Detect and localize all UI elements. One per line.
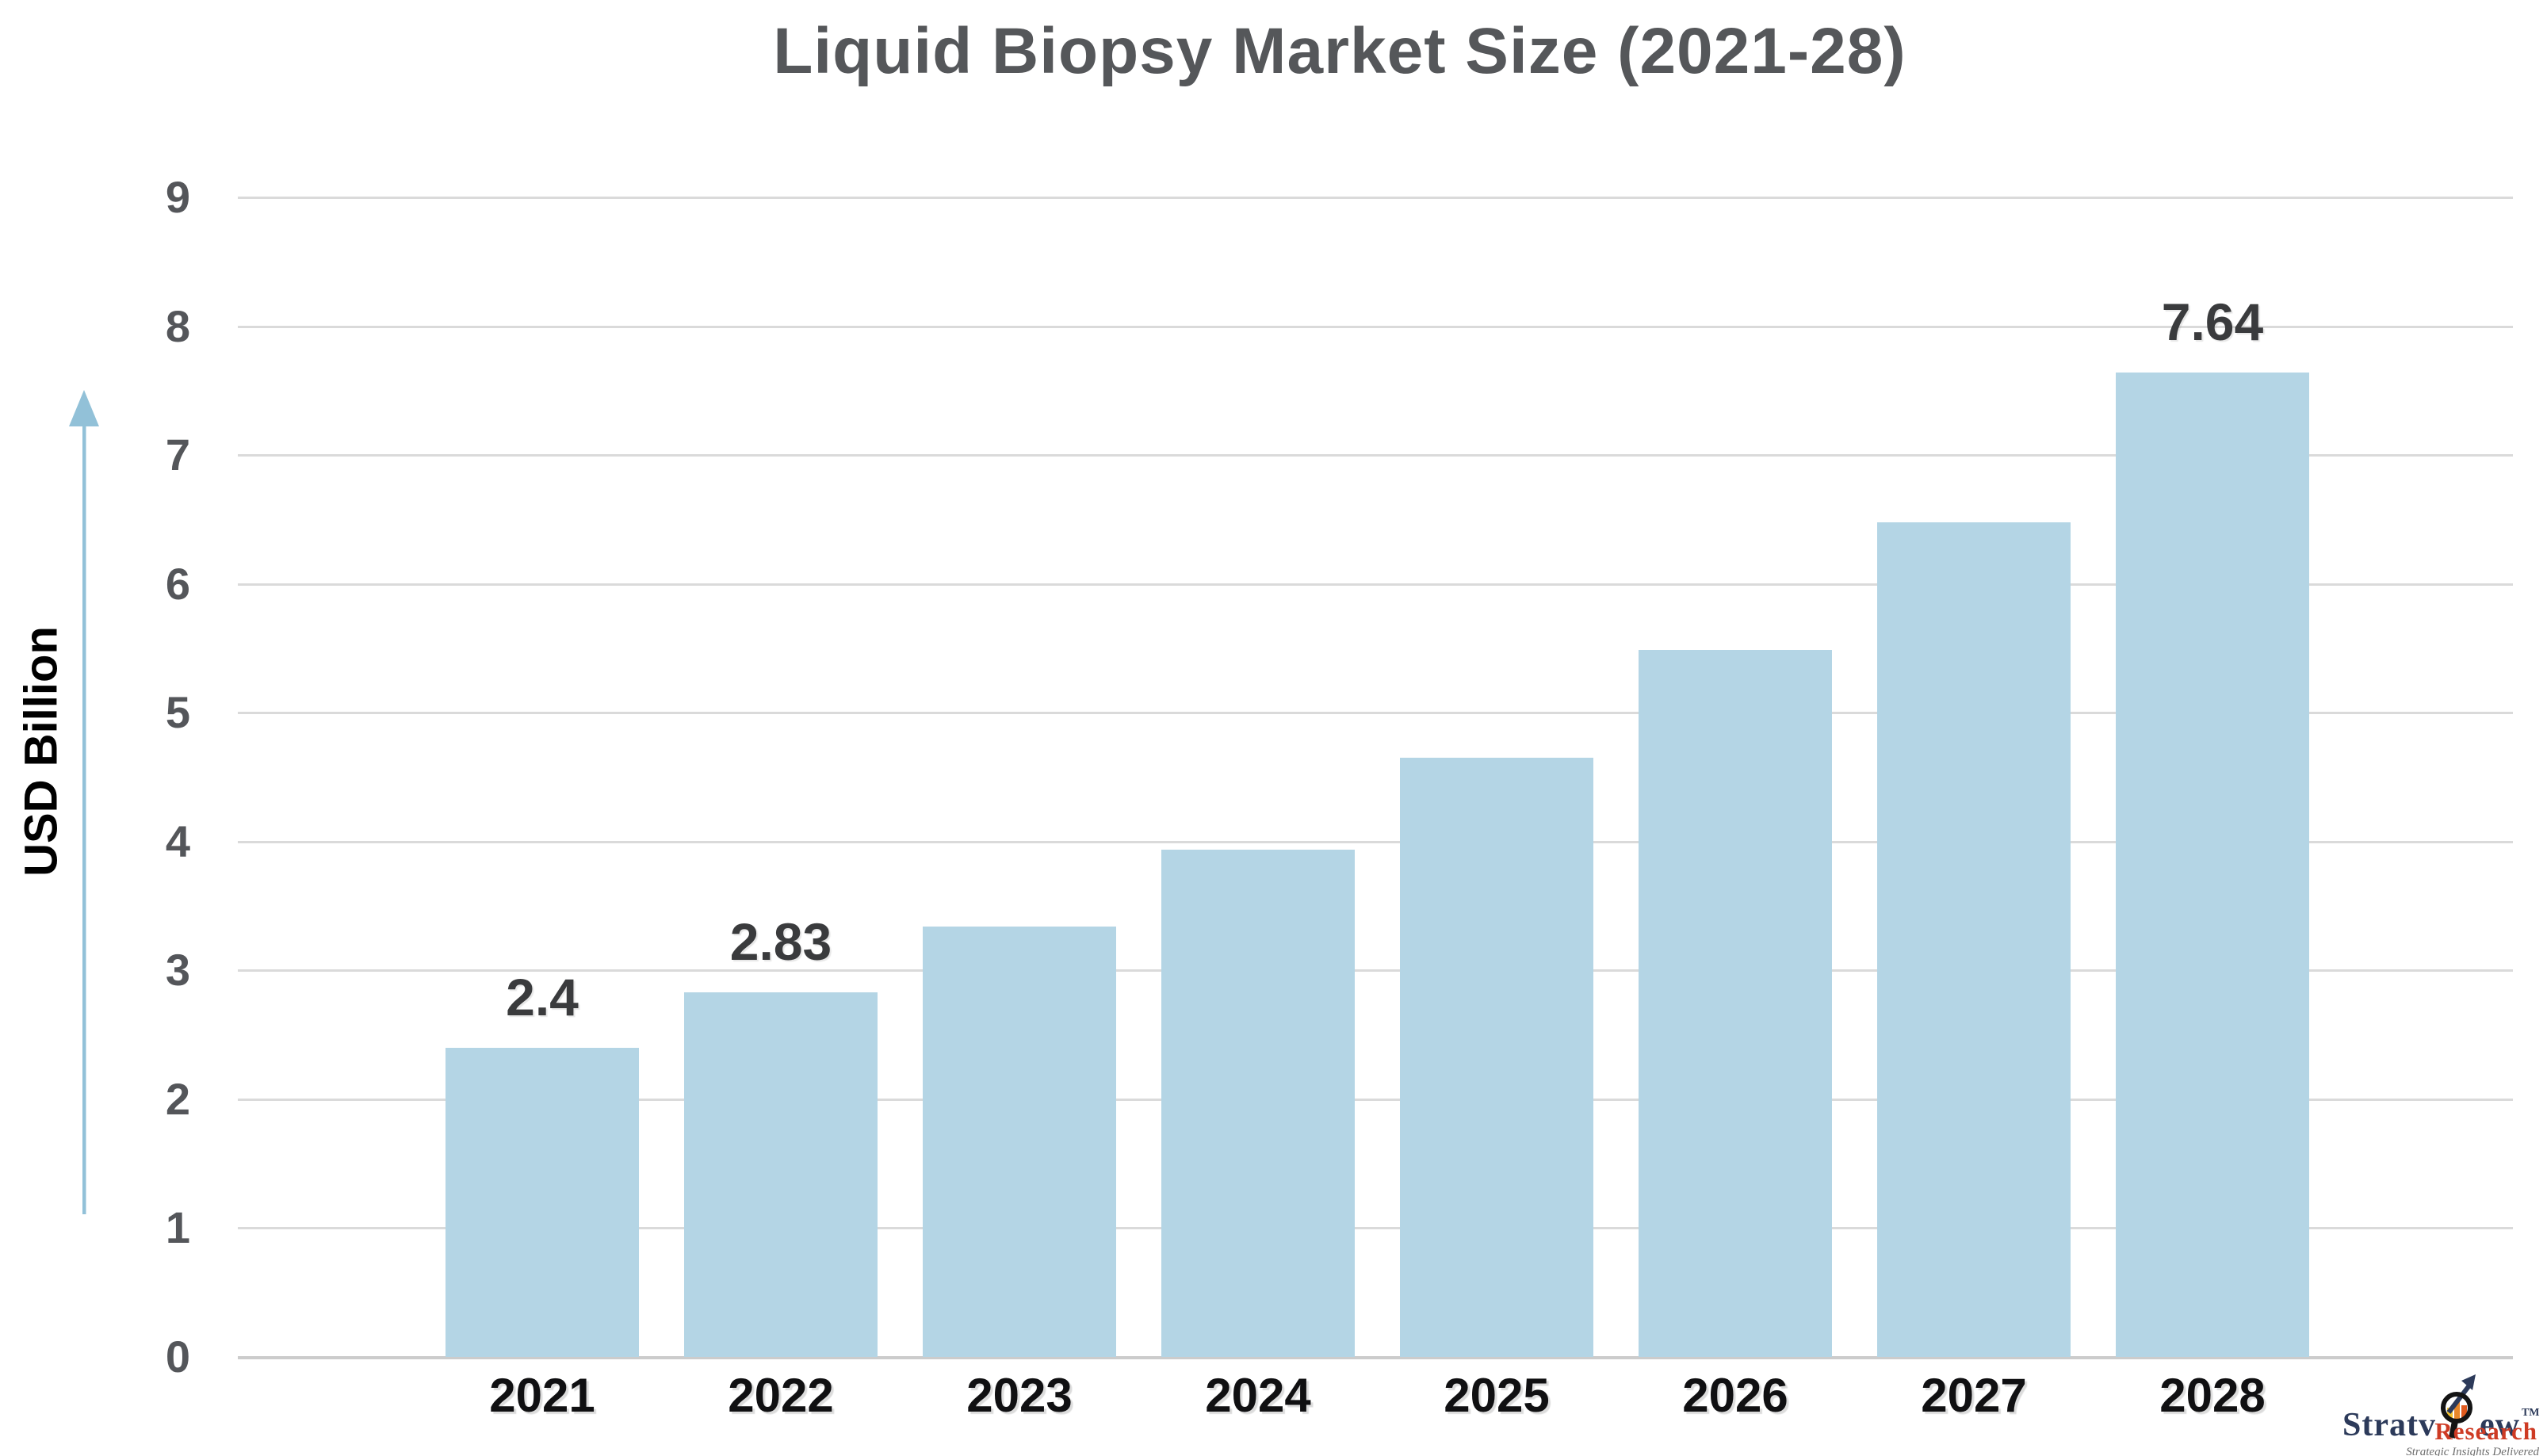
x-axis-label-2026: 2026 [1682, 1369, 1788, 1422]
gridline-1 [238, 1227, 2513, 1230]
bar-2021 [446, 1047, 639, 1357]
bar-2028 [2116, 373, 2309, 1357]
logo-brand-row: Stratv ew TM [2342, 1371, 2540, 1442]
bar-2022 [684, 992, 878, 1357]
y-axis-tick-label-1: 1 [165, 1202, 190, 1253]
y-axis-tick-label-8: 8 [165, 300, 190, 351]
x-axis-label-2023: 2023 [966, 1369, 1073, 1422]
gridline-9 [238, 197, 2513, 199]
logo-trademark: TM [2521, 1407, 2540, 1419]
x-axis-label-2024: 2024 [1205, 1369, 1311, 1422]
bar-2027 [1877, 522, 2071, 1357]
bar-2023 [923, 927, 1116, 1357]
bar-2026 [1639, 649, 1832, 1357]
bar-2024 [1161, 849, 1355, 1357]
x-axis-label-2027: 2027 [1921, 1369, 2027, 1422]
y-axis-tick-label-7: 7 [165, 430, 190, 480]
gridline-5 [238, 712, 2513, 715]
gridline-2 [238, 1098, 2513, 1101]
magnifier-bar-chart-arrow-icon [2438, 1371, 2479, 1443]
x-axis-label-2028: 2028 [2159, 1369, 2266, 1422]
gridline-4 [238, 840, 2513, 843]
y-axis-arrow-icon [67, 390, 101, 1218]
gridline-3 [238, 969, 2513, 973]
y-axis-tick-label-6: 6 [165, 558, 190, 609]
y-axis-tick-label-0: 0 [165, 1332, 190, 1381]
y-axis-tick-label-5: 5 [165, 687, 190, 738]
bar-value-label-2021: 2.4 [506, 967, 579, 1026]
x-axis-label-2022: 2022 [728, 1369, 834, 1422]
logo-research-text: Research [2434, 1417, 2537, 1445]
bar-2025 [1400, 758, 1593, 1357]
gridline-7 [238, 454, 2513, 457]
y-axis-tick-label-9: 9 [165, 172, 190, 222]
bar-value-label-2028: 7.64 [2161, 292, 2264, 352]
gridline-8 [238, 325, 2513, 328]
logo-brand-text-right: ew [2479, 1407, 2520, 1443]
y-axis-tick-label-4: 4 [165, 816, 190, 866]
bar-value-label-2022: 2.83 [729, 911, 832, 971]
y-axis-tick-label-2: 2 [165, 1073, 190, 1124]
chart-title: Liquid Biopsy Market Size (2021-28) [773, 15, 1906, 87]
logo-tagline: Strategic Insights Delivered [2406, 1446, 2539, 1456]
x-axis-label-2025: 2025 [1444, 1369, 1550, 1422]
x-axis-label-2021: 2021 [489, 1369, 595, 1422]
stratview-research-logo: Stratv ew TM Research [2311, 1336, 2541, 1456]
logo-brand-text-left: Stratv [2342, 1407, 2436, 1443]
gridline-6 [238, 583, 2513, 586]
plot-area: 2.4 2021 2.83 2022 2023 2024 2025 2026 2027 7.64 2… [238, 197, 2513, 1422]
y-axis-tick-label-3: 3 [165, 945, 190, 996]
gridline-0 [238, 1356, 2513, 1359]
